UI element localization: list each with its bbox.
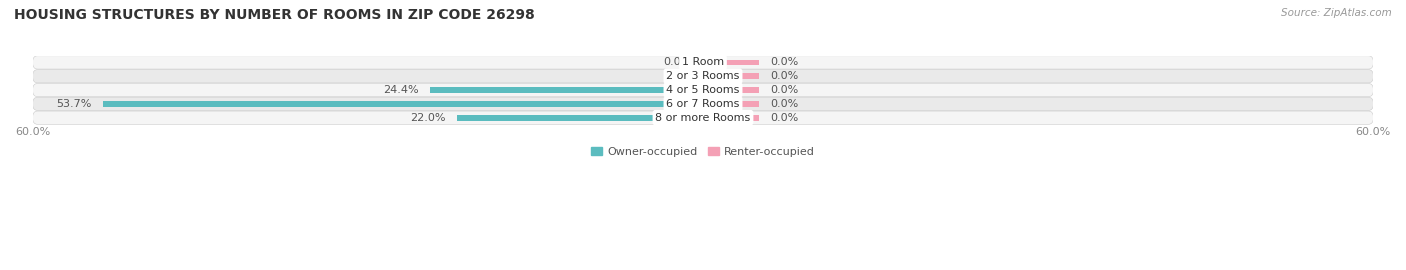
Text: Source: ZipAtlas.com: Source: ZipAtlas.com [1281,8,1392,18]
Text: 0.0%: 0.0% [770,113,799,123]
Bar [703,115,759,121]
Text: 4 or 5 Rooms: 4 or 5 Rooms [666,85,740,95]
Text: HOUSING STRUCTURES BY NUMBER OF ROOMS IN ZIP CODE 26298: HOUSING STRUCTURES BY NUMBER OF ROOMS IN… [14,8,534,22]
Text: 22.0%: 22.0% [411,113,446,123]
Text: 6 or 7 Rooms: 6 or 7 Rooms [666,99,740,109]
Bar [103,101,703,107]
Text: 0.0%: 0.0% [664,58,692,68]
Text: 0.0%: 0.0% [770,58,799,68]
Bar [430,87,703,93]
Bar [703,73,759,79]
FancyBboxPatch shape [32,97,1374,110]
Text: 8 or more Rooms: 8 or more Rooms [655,113,751,123]
FancyBboxPatch shape [32,83,1374,97]
FancyBboxPatch shape [32,70,1374,83]
FancyBboxPatch shape [32,56,1374,69]
Bar [457,115,703,121]
Text: 0.0%: 0.0% [770,85,799,95]
Text: 2 or 3 Rooms: 2 or 3 Rooms [666,71,740,81]
Legend: Owner-occupied, Renter-occupied: Owner-occupied, Renter-occupied [592,147,814,157]
Text: 0.0%: 0.0% [770,71,799,81]
Text: 53.7%: 53.7% [56,99,91,109]
Text: 0.0%: 0.0% [664,71,692,81]
Bar [703,101,759,107]
Text: 24.4%: 24.4% [384,85,419,95]
Text: 1 Room: 1 Room [682,58,724,68]
Text: 0.0%: 0.0% [770,99,799,109]
FancyBboxPatch shape [32,111,1374,124]
Bar [703,59,759,65]
Bar [703,87,759,93]
